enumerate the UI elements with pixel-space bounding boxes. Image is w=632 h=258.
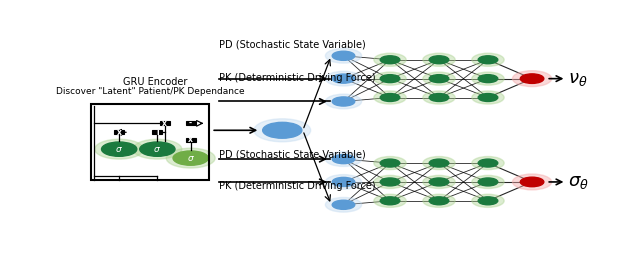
Text: $\sigma_{\theta}$: $\sigma_{\theta}$ (568, 173, 589, 191)
Text: -: - (189, 119, 192, 128)
Circle shape (325, 94, 362, 109)
Circle shape (423, 194, 455, 207)
Circle shape (478, 94, 498, 101)
Circle shape (380, 75, 400, 83)
Circle shape (478, 159, 498, 167)
Circle shape (140, 142, 175, 156)
Circle shape (478, 75, 498, 83)
Circle shape (429, 197, 449, 205)
Circle shape (254, 119, 311, 142)
Circle shape (374, 91, 406, 104)
Circle shape (166, 148, 215, 168)
Circle shape (325, 175, 362, 189)
Text: $\sigma$: $\sigma$ (115, 145, 123, 154)
Circle shape (429, 56, 449, 64)
Circle shape (332, 74, 355, 83)
Circle shape (478, 56, 498, 64)
Circle shape (423, 91, 455, 104)
Circle shape (380, 94, 400, 101)
Circle shape (478, 178, 498, 186)
Circle shape (423, 72, 455, 85)
Circle shape (325, 152, 362, 166)
Circle shape (133, 139, 182, 159)
Circle shape (332, 177, 355, 187)
FancyBboxPatch shape (152, 130, 162, 134)
Circle shape (429, 94, 449, 101)
FancyBboxPatch shape (160, 121, 169, 125)
Circle shape (325, 71, 362, 86)
Circle shape (263, 122, 302, 138)
Circle shape (173, 151, 209, 165)
Circle shape (472, 157, 504, 170)
Text: x: x (117, 128, 121, 137)
Text: $\sigma$: $\sigma$ (186, 154, 195, 163)
Circle shape (472, 53, 504, 66)
Text: PK (Deterministic Driving Force): PK (Deterministic Driving Force) (219, 181, 375, 191)
FancyBboxPatch shape (186, 138, 195, 142)
Circle shape (380, 178, 400, 186)
Circle shape (423, 157, 455, 170)
Circle shape (429, 178, 449, 186)
Circle shape (325, 197, 362, 212)
Circle shape (513, 71, 552, 87)
Circle shape (472, 91, 504, 104)
Circle shape (472, 72, 504, 85)
Text: PD (Stochastic State Variable): PD (Stochastic State Variable) (219, 149, 365, 159)
Circle shape (423, 53, 455, 66)
Circle shape (380, 56, 400, 64)
Circle shape (380, 197, 400, 205)
Circle shape (332, 200, 355, 209)
Circle shape (374, 194, 406, 207)
Text: Discover "Latent" Patient/PK Dependance: Discover "Latent" Patient/PK Dependance (56, 86, 245, 95)
Text: i: i (156, 128, 159, 137)
Text: PK (Deterministic Driving Force): PK (Deterministic Driving Force) (219, 72, 375, 83)
Text: x: x (162, 119, 167, 128)
FancyBboxPatch shape (114, 130, 124, 134)
Circle shape (520, 74, 544, 83)
Circle shape (374, 157, 406, 170)
Text: PD (Stochastic State Variable): PD (Stochastic State Variable) (219, 39, 365, 49)
Circle shape (423, 175, 455, 189)
Circle shape (478, 197, 498, 205)
Circle shape (520, 177, 544, 187)
Text: x: x (188, 135, 193, 144)
Circle shape (429, 75, 449, 83)
Circle shape (374, 175, 406, 189)
Circle shape (380, 159, 400, 167)
Circle shape (325, 49, 362, 63)
FancyBboxPatch shape (186, 121, 195, 125)
Circle shape (95, 139, 143, 159)
Text: $\sigma$: $\sigma$ (154, 145, 161, 154)
Circle shape (429, 159, 449, 167)
Circle shape (472, 175, 504, 189)
Circle shape (332, 51, 355, 60)
Circle shape (332, 97, 355, 106)
Circle shape (102, 142, 137, 156)
Text: $\nu_{\theta}$: $\nu_{\theta}$ (568, 70, 587, 88)
Circle shape (472, 194, 504, 207)
Circle shape (332, 155, 355, 164)
Circle shape (374, 72, 406, 85)
Circle shape (374, 53, 406, 66)
Circle shape (513, 174, 552, 190)
Text: GRU Encoder: GRU Encoder (123, 77, 187, 87)
